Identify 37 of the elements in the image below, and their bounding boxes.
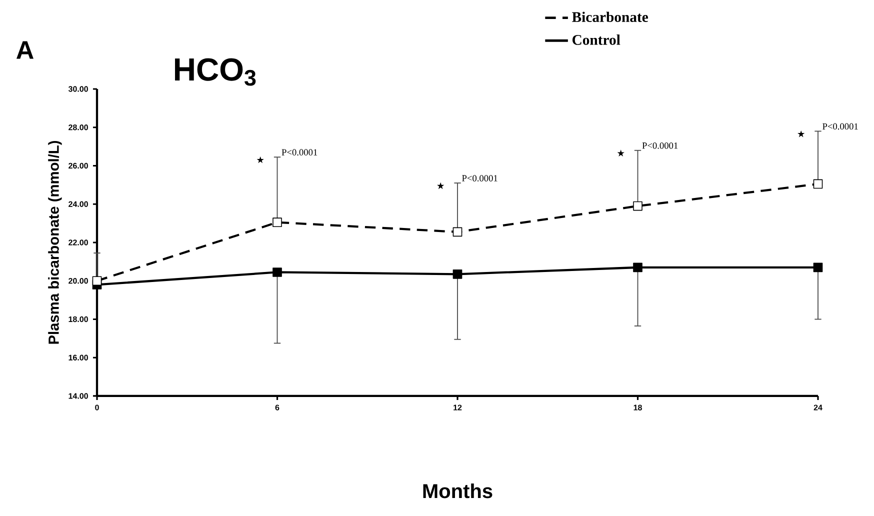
point <box>813 262 823 272</box>
y-tick-label: 18.00 <box>68 316 88 322</box>
chart-title: HCO$_{3}$ <box>175 58 256 86</box>
y-tick-label: 26.00 <box>68 162 88 169</box>
y-tick-label: 24.00 <box>68 201 88 207</box>
y-tick-label: 22.00 <box>68 240 88 246</box>
annotation: P<0.0001 <box>642 142 678 149</box>
annotation: ★ <box>437 182 444 190</box>
point <box>633 262 642 272</box>
y-tick-label: 14.00 <box>68 393 88 399</box>
x-tick-label: 24 <box>814 404 822 410</box>
x-tick-label: 12 <box>454 404 462 410</box>
point <box>633 201 642 211</box>
y-tick-label: 28.00 <box>68 124 88 130</box>
legend-label: Bicarbonate <box>572 12 648 22</box>
text: P<0.0001 <box>822 123 858 130</box>
point <box>92 276 102 286</box>
point <box>813 179 823 189</box>
x-tick-label: 18 <box>634 404 642 410</box>
y-axis-title: Plasma bicarbonate (mmol/L) <box>48 140 62 344</box>
annotation: ★ <box>617 150 624 156</box>
y-tick-label: 30.00 <box>68 86 88 92</box>
annotation: P<0.0001 <box>462 175 498 182</box>
text: A <box>16 41 34 59</box>
y-tick-label: 16.00 <box>68 354 88 360</box>
annotation: ★ <box>798 130 805 138</box>
annotation: ★ <box>256 156 264 164</box>
x-tick-label: 6 <box>275 404 280 410</box>
annotation: P<0.0001 <box>282 149 318 156</box>
point <box>452 227 462 237</box>
y-tick-label: 20.00 <box>68 278 88 284</box>
x-axis-title: Months <box>423 484 492 498</box>
legend-label: Control <box>572 34 620 45</box>
point <box>272 218 282 228</box>
point <box>452 269 462 279</box>
point <box>272 268 282 277</box>
x-tick-label: 0 <box>95 404 99 410</box>
